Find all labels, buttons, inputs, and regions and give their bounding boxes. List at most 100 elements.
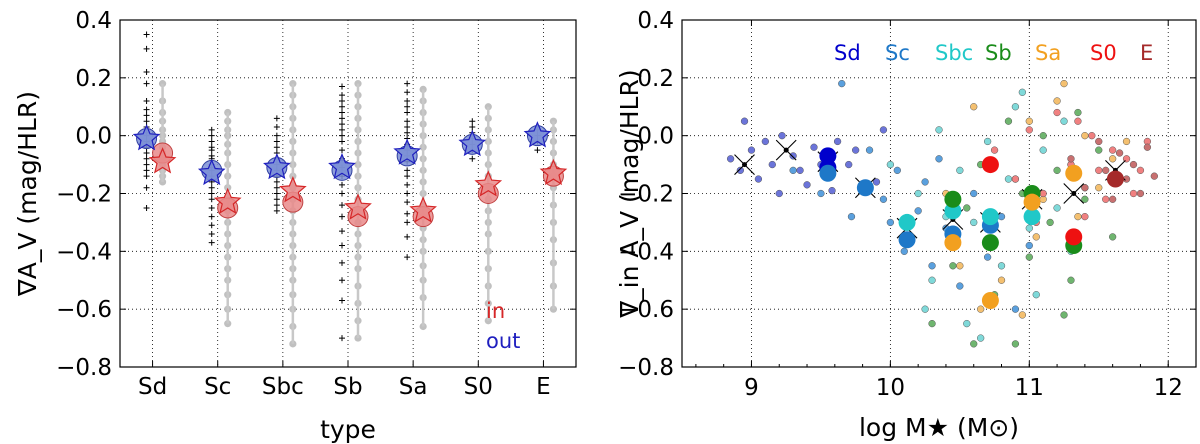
left-in-star [279,176,307,203]
right-median-Sa [981,291,999,309]
left-plus-point [339,181,345,188]
left-plus-point [404,103,411,110]
left-plus-point [208,132,215,139]
left-plus-point [339,277,345,284]
right-point-Sa [1053,97,1061,105]
left-plus-point [339,97,345,104]
right-point-Sbc [963,319,971,328]
left-plus-point [339,147,345,154]
right-point-Sb [1011,340,1020,348]
right-point-Sb [1095,146,1103,154]
right-point-Sbc [956,166,964,175]
right-point-Sd [796,166,804,175]
right-point-Sb [1108,233,1117,241]
left-xtick-label: Sa [399,374,428,400]
right-point-E [1108,195,1117,203]
right-median-Sbc [981,208,999,226]
right-point-Sbc [970,218,978,227]
right-ytick-label: 0.0 [637,124,674,150]
right-median-Sbc [898,213,916,231]
left-plus-point [404,173,411,180]
left-plus-point [404,129,411,136]
right-point-Sc [817,189,825,198]
right-point-S0 [990,146,999,154]
right-point-Sd [879,126,888,134]
right-point-Sc [956,282,964,290]
left-plus-point [143,204,150,211]
right-point-Sbc [886,160,895,169]
left-plus-point [143,45,150,52]
right-median-S0 [981,156,999,174]
left-plus-point [339,126,345,133]
right-median-Sa [1023,193,1041,211]
left-plus-point [273,123,280,130]
left-plus-point [273,138,280,145]
left-in-star [344,193,372,220]
right-point-S0 [1025,126,1033,134]
left-out-star [523,121,552,148]
left-out-star [132,124,161,151]
right-median-Sb [944,190,962,208]
left-xtick-label: Sb [333,374,362,400]
right-point-Sa [1032,233,1040,241]
left-plus-point [143,184,150,191]
right-point-Sa [1122,137,1131,146]
right-point-Sc [900,247,908,255]
left-plus-point [143,112,150,119]
left-plus-point [208,239,215,246]
right-point-Sd [775,189,783,198]
right-legend-E: E [1140,41,1153,65]
right-point-Sbc [983,137,992,146]
right-median-Sa [1065,164,1083,182]
left-plus-point [143,69,150,76]
right-point-Sc [838,79,846,88]
left-plus-point [339,103,345,110]
right-point-Sc [886,218,895,227]
right-point-E [1081,184,1089,192]
right-legend-Sb: Sb [985,41,1012,65]
right-point-Sbc [928,276,936,284]
left-plus-point [273,115,280,122]
right-legend-Sd: Sd [834,41,861,65]
right-point-Sbc [977,334,985,342]
right-ytick-label: −0.8 [618,355,674,381]
right-point-Sd [789,152,797,160]
left-out-star [458,129,487,157]
left-plus-point [273,184,280,191]
left-plus-point [339,190,345,197]
left-in-star [148,147,177,174]
right-point-Sd [768,160,776,169]
left-plus-point [208,196,215,203]
left-plus-point [273,196,280,203]
right-point-Sc [914,207,922,215]
right-point-Sc [1025,241,1033,250]
left-plus-point [339,132,345,139]
left-plus-point [208,230,215,237]
left-xtick-label: E [536,374,551,400]
right-median-Sc [819,164,837,182]
left-plus-point [404,219,411,226]
left-plus-point [404,109,411,116]
left-plus-point [143,167,150,174]
left-plus-point [404,181,411,188]
right-point-Sbc [1060,117,1068,125]
right-ytick-label: −0.4 [618,239,674,265]
right-legend-Sa: Sa [1035,41,1061,65]
right-legend-Sc: Sc [885,41,910,65]
left-ytick-label: −0.6 [56,297,112,323]
left-plus-point [273,202,280,209]
left-ylabel: ∇A_V (mag/HLR) [13,91,42,297]
left-plus-point [404,123,411,130]
right-all-median-dot [783,147,789,153]
right-point-S0 [1011,175,1020,183]
right-point-Sa [977,305,985,313]
right-ytick-label: −0.2 [618,182,674,208]
right-point-Sa [970,103,978,111]
right-point-Sc [921,178,929,186]
right-ytick-label: −0.6 [618,297,674,323]
left-plus-point [208,184,215,191]
right-point-S0 [1102,195,1110,203]
left-plus-point [143,31,150,38]
right-point-Sa [997,276,1006,284]
